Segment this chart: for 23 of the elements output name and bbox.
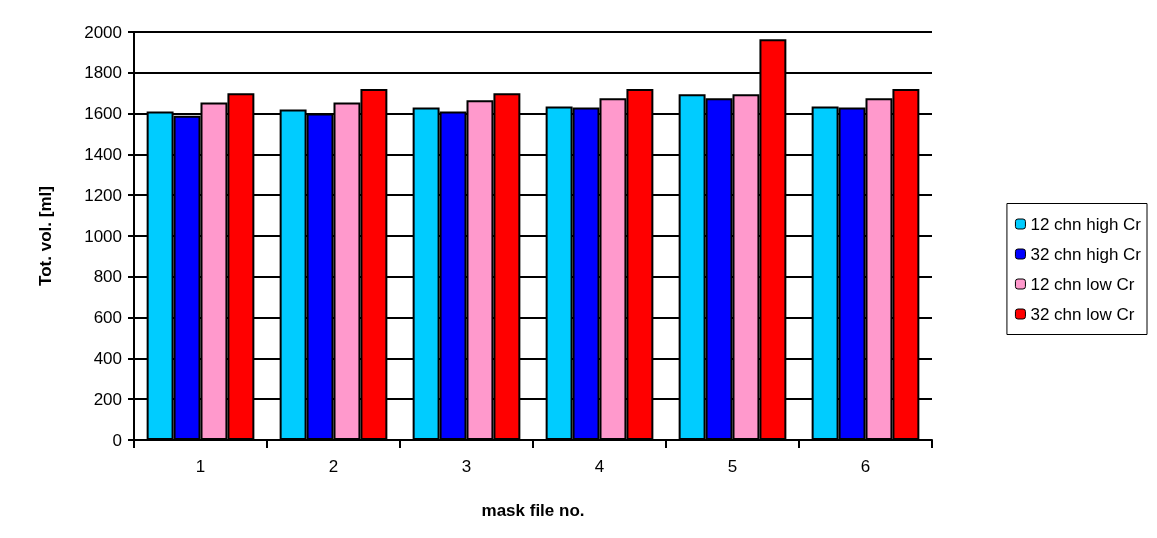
x-tick-label: 3 bbox=[461, 457, 472, 476]
y-tick-label: 2000 bbox=[84, 22, 122, 42]
legend-label: 12 chn high Cr bbox=[1030, 214, 1142, 234]
x-axis-title: mask file no. bbox=[481, 501, 585, 520]
x-tick-label: 4 bbox=[594, 457, 605, 476]
y-tick-label: 800 bbox=[93, 267, 122, 287]
y-tick-label: 0 bbox=[112, 430, 122, 450]
legend-label: 12 chn low Cr bbox=[1030, 274, 1135, 294]
y-tick-label: 600 bbox=[93, 308, 122, 328]
y-axis-title: Tot. vol. [ml] bbox=[36, 186, 55, 286]
x-tick-label: 6 bbox=[860, 457, 871, 476]
y-tick-label: 1600 bbox=[84, 104, 122, 124]
y-tick-label: 1800 bbox=[84, 63, 122, 83]
x-tick-label: 5 bbox=[727, 457, 738, 476]
y-tick-label: 400 bbox=[93, 348, 122, 368]
y-tick-label: 1200 bbox=[84, 185, 122, 205]
x-tick-label: 2 bbox=[328, 457, 339, 476]
legend-label: 32 chn high Cr bbox=[1030, 244, 1142, 264]
y-tick-label: 1000 bbox=[84, 226, 122, 246]
x-tick-label: 1 bbox=[195, 457, 206, 476]
y-tick-label: 1400 bbox=[84, 144, 122, 164]
legend-label: 32 chn low Cr bbox=[1030, 304, 1135, 324]
y-tick-label: 200 bbox=[93, 389, 122, 409]
